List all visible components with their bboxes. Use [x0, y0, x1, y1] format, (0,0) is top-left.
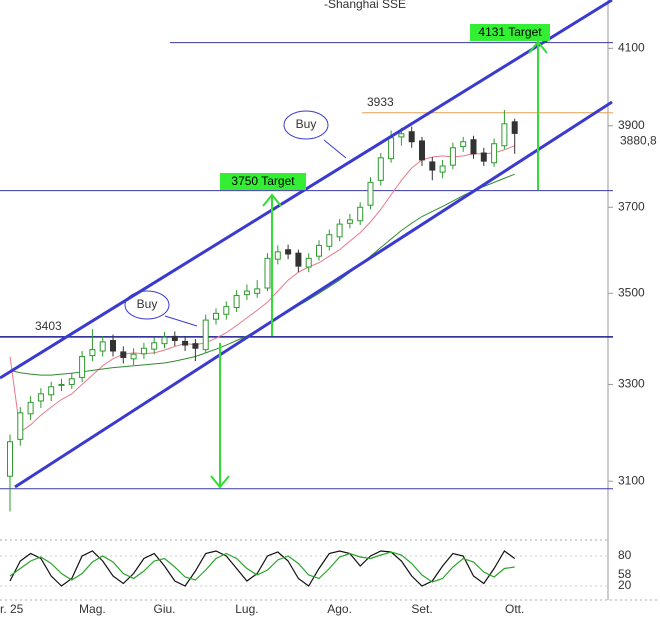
candle-body [120, 351, 127, 358]
candle-body [202, 319, 209, 351]
x-tick-label: Ago. [327, 602, 352, 616]
candle-body [501, 123, 508, 147]
candle-body [37, 393, 44, 402]
candle-body [233, 295, 240, 309]
candle-body [326, 234, 333, 247]
y-tick-label: 4100 [618, 41, 645, 55]
candle-body [151, 342, 158, 350]
candle-body [285, 249, 292, 255]
candle-body [439, 165, 446, 173]
candle-body [408, 131, 415, 143]
buy-pointer [164, 315, 198, 327]
candle-body [48, 386, 55, 396]
candle-body [171, 335, 178, 341]
y-tick-label: 3700 [618, 199, 645, 213]
candle-body [480, 152, 487, 162]
x-tick-label: r. 25 [0, 602, 24, 616]
candle-body [99, 341, 106, 352]
candle-body [388, 137, 395, 160]
level-label: 3933 [367, 95, 394, 109]
chart-title: -Shanghai SSE [324, 0, 406, 11]
stoch-last-label: 58 [618, 567, 632, 581]
candle-body [79, 356, 86, 378]
y-tick-label: 3900 [618, 118, 645, 132]
candle-body [7, 441, 13, 477]
candle-body [243, 290, 250, 296]
buy-ellipse [124, 290, 170, 320]
buy-label: Buy [296, 117, 317, 131]
candle-body [491, 143, 498, 164]
candle-body [336, 223, 343, 238]
candle-body [398, 133, 405, 138]
channel-lower [14, 100, 613, 489]
candle-body [377, 157, 384, 181]
target-label: 3750 Target [231, 174, 295, 188]
x-tick-label: Mag. [79, 602, 106, 616]
candle-body [182, 340, 189, 346]
candle-body [429, 161, 436, 171]
x-tick-label: Set. [411, 602, 432, 616]
y-tick-label: 3500 [618, 285, 645, 299]
stoch-tick-label: 20 [618, 578, 632, 592]
candle-body [449, 147, 456, 166]
candle-body [295, 252, 302, 267]
candle-body [213, 312, 219, 320]
target-box [470, 24, 550, 41]
candle-body [357, 206, 364, 222]
buy-pointer [323, 139, 347, 159]
candle-body [264, 257, 271, 289]
candle-body [346, 219, 353, 224]
stoch-tick-label: 80 [618, 548, 632, 562]
candle-body [58, 383, 65, 386]
plot-layer: 3100 3300 3500 3700 3900 4100 3403 3933 3880,8 r.… [0, 41, 657, 616]
candle-body [470, 139, 477, 155]
candle-body [419, 140, 425, 161]
candle-body [68, 378, 75, 385]
x-tick-label: Lug. [235, 602, 258, 616]
candle-body [316, 244, 322, 257]
candle-body [305, 257, 312, 268]
candle-body [110, 339, 116, 352]
candle-body [130, 353, 137, 360]
x-tick-label: Giu. [153, 602, 175, 616]
candle-body [27, 401, 34, 415]
candle-body [192, 343, 199, 349]
moving-average [9, 145, 515, 433]
candle-body [140, 347, 147, 355]
target-box [220, 173, 306, 190]
candle-body [460, 141, 467, 148]
candle-body [89, 349, 96, 357]
y-tick-label: 3300 [618, 377, 645, 391]
x-tick-label: Ott. [505, 602, 524, 616]
candle-body [161, 336, 168, 345]
stoch-line [9, 550, 516, 587]
candle-body [223, 306, 230, 315]
y-tick-label: 3100 [618, 473, 645, 487]
candle-body [254, 288, 261, 294]
last-price-label: 3880,8 [620, 134, 657, 148]
level-label: 3403 [35, 319, 62, 333]
buy-label: Buy [137, 297, 158, 311]
target-label: 4131 Target [478, 25, 542, 39]
buy-ellipse [283, 110, 329, 140]
stoch-line [9, 551, 515, 583]
candle-body [274, 251, 281, 260]
target-arrows [210, 40, 548, 489]
candle-body [511, 121, 518, 134]
candle-body [17, 412, 24, 440]
candle-body [367, 181, 374, 206]
